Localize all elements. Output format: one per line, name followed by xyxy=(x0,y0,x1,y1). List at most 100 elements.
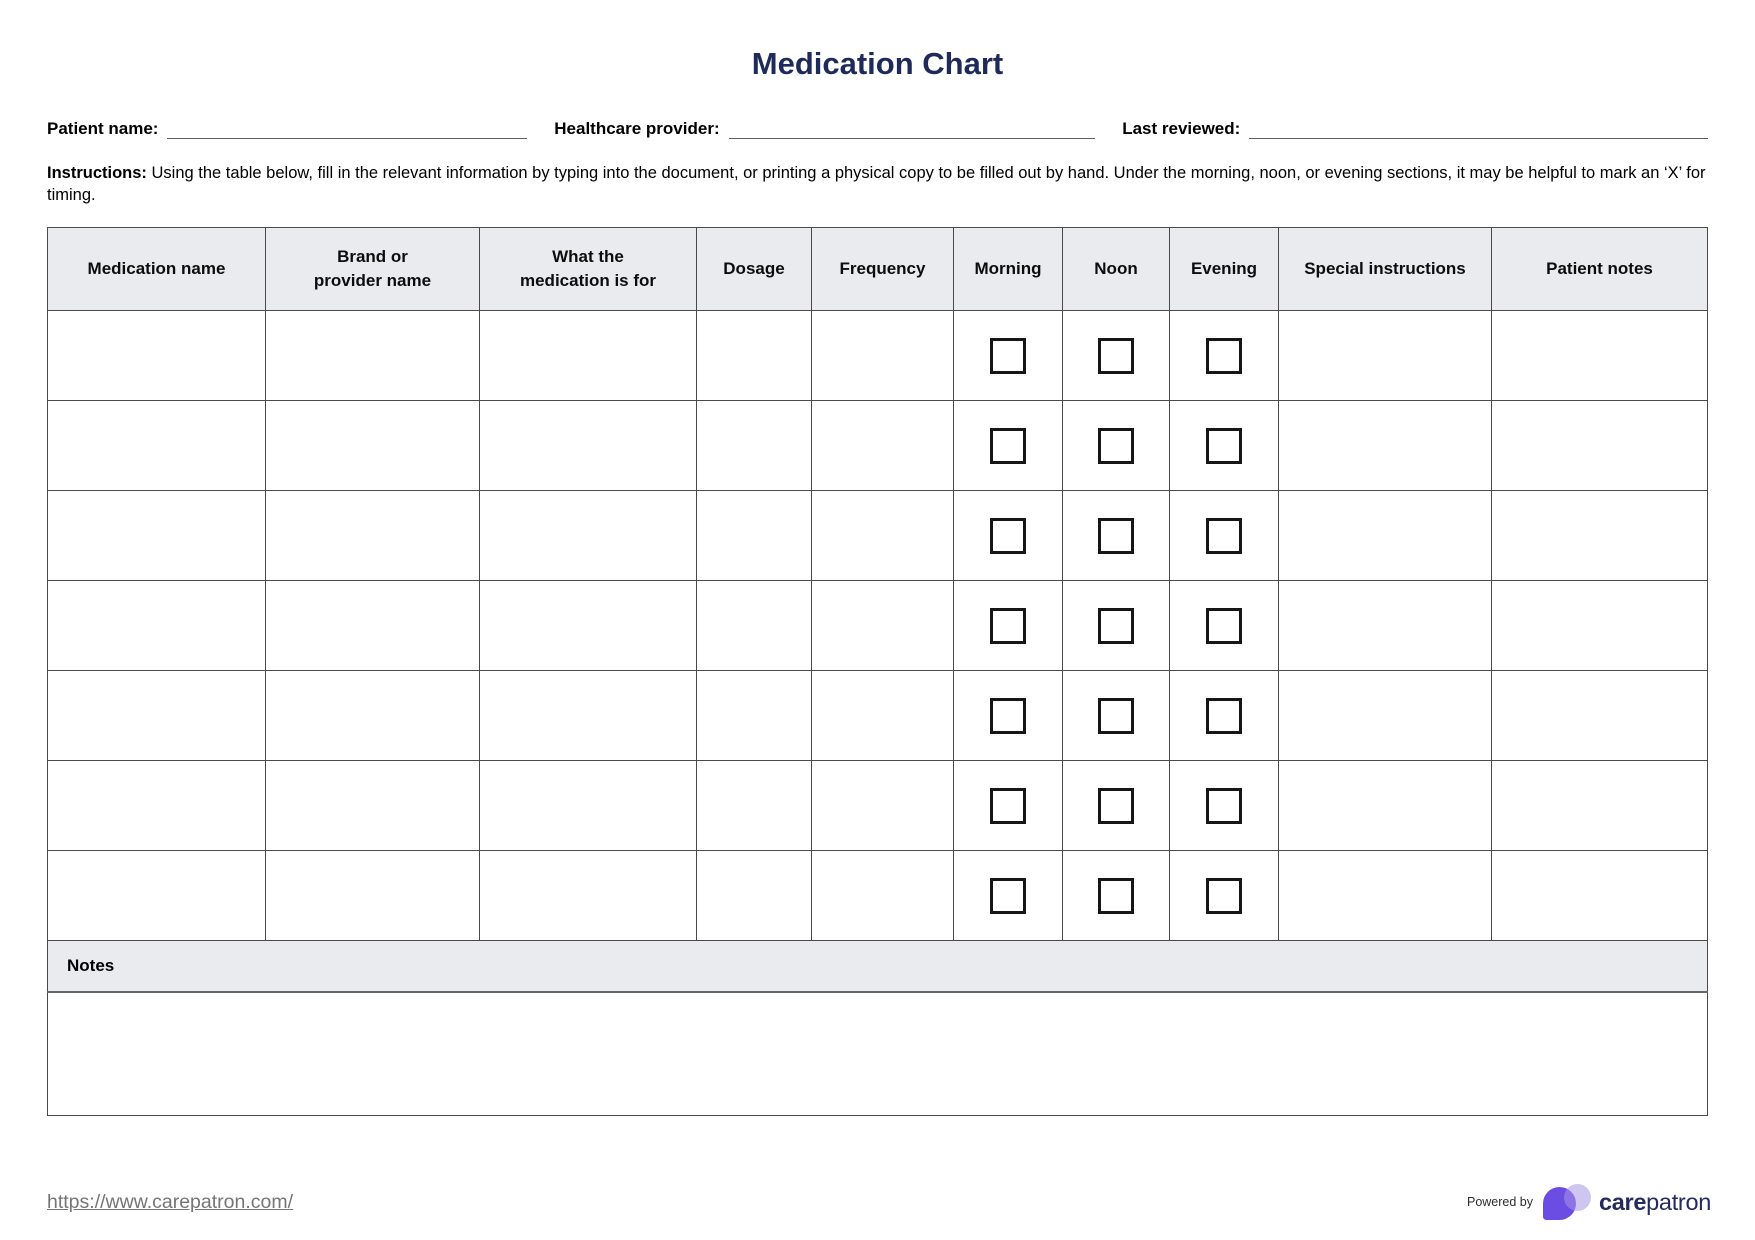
table-cell[interactable] xyxy=(1491,760,1708,852)
table-cell[interactable] xyxy=(696,850,812,942)
table-cell[interactable] xyxy=(479,490,697,582)
morning-checkbox[interactable] xyxy=(990,877,1026,914)
healthcare-provider-label: Healthcare provider: xyxy=(554,119,720,138)
powered-by-badge: Powered by carepatron xyxy=(1467,1184,1711,1220)
table-cell[interactable] xyxy=(265,310,480,402)
carepatron-logo-icon xyxy=(1543,1184,1593,1220)
checkbox-cell xyxy=(1062,760,1170,852)
table-cell[interactable] xyxy=(811,580,954,672)
table-cell[interactable] xyxy=(1491,670,1708,762)
noon-checkbox[interactable] xyxy=(1098,337,1134,374)
table-row xyxy=(47,400,1708,492)
table-cell[interactable] xyxy=(47,850,266,942)
instructions-body: Using the table below, fill in the relev… xyxy=(47,164,1706,205)
table-cell[interactable] xyxy=(811,400,954,492)
table-cell[interactable] xyxy=(811,670,954,762)
table-cell[interactable] xyxy=(47,670,266,762)
morning-checkbox[interactable] xyxy=(990,787,1026,824)
checkbox-cell xyxy=(953,400,1063,492)
noon-checkbox[interactable] xyxy=(1098,877,1134,914)
table-cell[interactable] xyxy=(1278,310,1492,402)
morning-checkbox[interactable] xyxy=(990,517,1026,554)
noon-checkbox[interactable] xyxy=(1098,607,1134,644)
table-cell[interactable] xyxy=(479,580,697,672)
table-cell[interactable] xyxy=(811,850,954,942)
morning-checkbox[interactable] xyxy=(990,607,1026,644)
table-cell[interactable] xyxy=(811,760,954,852)
instructions-text: Instructions: Using the table below, fil… xyxy=(47,162,1708,206)
table-cell[interactable] xyxy=(696,670,812,762)
column-header-evening: Evening xyxy=(1169,227,1279,312)
evening-checkbox[interactable] xyxy=(1206,697,1242,734)
table-cell[interactable] xyxy=(1491,580,1708,672)
table-cell[interactable] xyxy=(47,310,266,402)
table-cell[interactable] xyxy=(696,580,812,672)
table-cell[interactable] xyxy=(479,400,697,492)
medication-table: Medication name Brand or provider name Wha… xyxy=(47,227,1708,1117)
table-cell[interactable] xyxy=(1491,850,1708,942)
morning-checkbox[interactable] xyxy=(990,427,1026,464)
noon-checkbox[interactable] xyxy=(1098,427,1134,464)
table-cell[interactable] xyxy=(265,490,480,582)
column-header-dosage: Dosage xyxy=(696,227,812,312)
morning-checkbox[interactable] xyxy=(990,697,1026,734)
evening-checkbox[interactable] xyxy=(1206,877,1242,914)
table-cell[interactable] xyxy=(1491,400,1708,492)
table-cell[interactable] xyxy=(265,580,480,672)
noon-checkbox[interactable] xyxy=(1098,697,1134,734)
table-cell[interactable] xyxy=(47,400,266,492)
notes-area[interactable] xyxy=(47,991,1708,1117)
table-cell[interactable] xyxy=(1278,400,1492,492)
column-header-noon: Noon xyxy=(1062,227,1170,312)
morning-checkbox[interactable] xyxy=(990,337,1026,374)
table-cell[interactable] xyxy=(696,400,812,492)
footer: https://www.carepatron.com/ Powered by c… xyxy=(47,1184,1711,1220)
table-row xyxy=(47,760,1708,852)
patient-name-input[interactable] xyxy=(167,118,528,139)
table-cell[interactable] xyxy=(265,850,480,942)
table-cell[interactable] xyxy=(696,310,812,402)
table-cell[interactable] xyxy=(1278,490,1492,582)
table-cell[interactable] xyxy=(1278,670,1492,762)
last-reviewed-input[interactable] xyxy=(1249,118,1708,139)
table-cell[interactable] xyxy=(811,310,954,402)
evening-checkbox[interactable] xyxy=(1206,517,1242,554)
table-cell[interactable] xyxy=(265,400,480,492)
table-row xyxy=(47,490,1708,582)
table-cell[interactable] xyxy=(479,670,697,762)
table-cell[interactable] xyxy=(47,490,266,582)
notes-section-header: Notes xyxy=(47,940,1708,993)
table-row xyxy=(47,850,1708,942)
noon-checkbox[interactable] xyxy=(1098,787,1134,824)
table-cell[interactable] xyxy=(47,580,266,672)
table-cell[interactable] xyxy=(479,850,697,942)
noon-checkbox[interactable] xyxy=(1098,517,1134,554)
table-cell[interactable] xyxy=(1491,310,1708,402)
table-cell[interactable] xyxy=(1278,850,1492,942)
evening-checkbox[interactable] xyxy=(1206,337,1242,374)
carepatron-url-link[interactable]: https://www.carepatron.com/ xyxy=(47,1190,294,1213)
table-cell[interactable] xyxy=(479,760,697,852)
table-cell[interactable] xyxy=(47,760,266,852)
table-cell[interactable] xyxy=(265,760,480,852)
checkbox-cell xyxy=(953,760,1063,852)
table-cell[interactable] xyxy=(479,310,697,402)
last-reviewed-field: Last reviewed: xyxy=(1122,118,1708,139)
checkbox-cell xyxy=(953,490,1063,582)
checkbox-cell xyxy=(1169,760,1279,852)
table-cell[interactable] xyxy=(696,760,812,852)
table-cell[interactable] xyxy=(1278,580,1492,672)
table-cell[interactable] xyxy=(1491,490,1708,582)
healthcare-provider-input[interactable] xyxy=(728,118,1096,139)
table-cell[interactable] xyxy=(1278,760,1492,852)
table-cell[interactable] xyxy=(696,490,812,582)
instructions-label: Instructions: xyxy=(47,164,147,182)
evening-checkbox[interactable] xyxy=(1206,427,1242,464)
evening-checkbox[interactable] xyxy=(1206,607,1242,644)
carepatron-wordmark: carepatron xyxy=(1599,1189,1711,1216)
table-cell[interactable] xyxy=(811,490,954,582)
evening-checkbox[interactable] xyxy=(1206,787,1242,824)
column-header-frequency: Frequency xyxy=(811,227,954,312)
table-cell[interactable] xyxy=(265,670,480,762)
